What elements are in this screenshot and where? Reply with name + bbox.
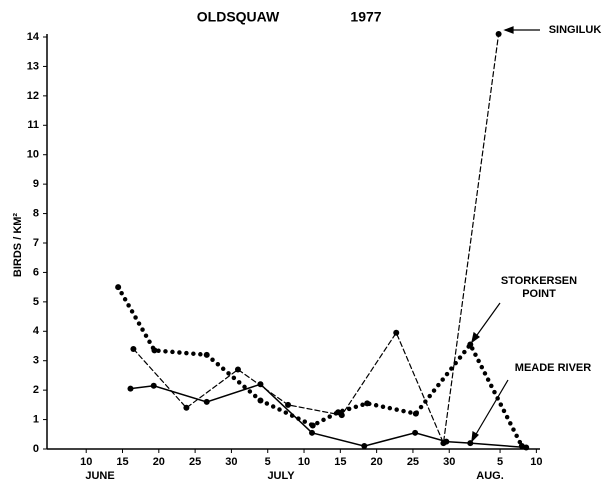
- series-line: [132, 33, 500, 446]
- data-point: [115, 284, 122, 291]
- y-tick-label: 13: [27, 60, 39, 72]
- data-point: [335, 409, 342, 416]
- arrow-head: [471, 431, 479, 443]
- y-tick-label: 8: [33, 207, 39, 219]
- x-tick-label: 5: [497, 456, 503, 468]
- data-point: [150, 382, 157, 389]
- x-tick-label: 30: [443, 456, 455, 468]
- series-label: SINGILUK: [548, 24, 602, 36]
- y-tick-label: 5: [33, 296, 39, 308]
- x-tick-label: 30: [225, 456, 237, 468]
- y-tick-label: 14: [27, 31, 40, 43]
- y-tick-label: 11: [27, 119, 39, 131]
- y-tick-label: 9: [33, 178, 39, 190]
- chart-subtitle: 1977: [350, 9, 381, 25]
- x-tick-label: 10: [298, 456, 310, 468]
- x-tick-label: 10: [80, 456, 92, 468]
- arrow-head: [471, 331, 480, 344]
- data-point: [412, 410, 419, 417]
- arrow-head: [503, 26, 514, 34]
- data-point: [151, 347, 158, 354]
- data-point: [234, 366, 241, 373]
- data-point: [203, 398, 210, 405]
- y-tick-label: 3: [33, 355, 39, 367]
- y-tick-label: 0: [33, 443, 39, 455]
- x-tick-label: 10: [530, 456, 542, 468]
- data-point: [203, 351, 210, 358]
- month-label: JULY: [267, 470, 295, 482]
- y-tick-label: 7: [33, 237, 39, 249]
- chart-title: OLDSQUAW: [197, 9, 280, 25]
- data-point: [467, 440, 474, 447]
- series-label: STORKERSEN POINT: [500, 275, 578, 300]
- x-tick-label: 15: [116, 456, 128, 468]
- data-point: [361, 443, 368, 450]
- month-label: AUG.: [476, 470, 504, 482]
- data-point: [440, 440, 447, 447]
- series-label: MEADE RIVER: [514, 362, 592, 374]
- data-point: [364, 400, 371, 407]
- y-tick-label: 6: [33, 266, 39, 278]
- y-tick-label: 12: [27, 90, 39, 102]
- data-point: [127, 385, 134, 392]
- arrows: [471, 26, 540, 443]
- y-tick-label: 1: [33, 413, 39, 425]
- x-tick-label: 25: [189, 456, 201, 468]
- data-point: [495, 31, 502, 38]
- series-line: [129, 383, 527, 449]
- x-tick-label: 25: [407, 456, 419, 468]
- x-tick-label: 20: [153, 456, 165, 468]
- arrow: [471, 379, 509, 442]
- data-point: [285, 401, 292, 408]
- series-line: [115, 284, 525, 449]
- x-tick-label: 5: [265, 456, 271, 468]
- x-tick-label: 15: [334, 456, 346, 468]
- y-axis-label: BIRDS / KM²: [12, 213, 24, 278]
- data-point: [130, 345, 137, 352]
- data-point: [518, 443, 525, 450]
- x-tick-label: 20: [371, 456, 383, 468]
- y-tick-label: 4: [33, 325, 40, 337]
- data-point: [467, 341, 474, 348]
- data-point: [309, 422, 316, 429]
- data-point: [393, 329, 400, 336]
- data-point: [412, 429, 419, 436]
- month-label: JUNE: [85, 470, 114, 482]
- data-point: [309, 429, 316, 436]
- data-point: [257, 397, 264, 404]
- data-point: [183, 404, 190, 411]
- y-tick-label: 10: [27, 149, 39, 161]
- y-tick-label: 2: [33, 384, 39, 396]
